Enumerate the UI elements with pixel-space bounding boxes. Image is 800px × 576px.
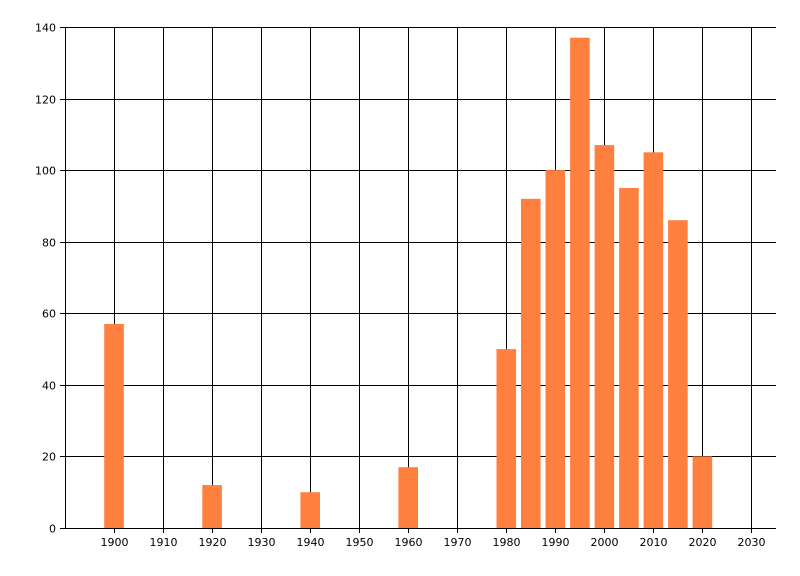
bar: [521, 198, 541, 529]
bar: [202, 485, 222, 528]
x-tick-label: 1940: [297, 536, 325, 549]
axes: [65, 27, 776, 529]
bar: [692, 456, 713, 528]
bar: [104, 324, 124, 528]
y-tick-label: 20: [42, 451, 56, 464]
bars: [104, 37, 713, 529]
bar: [643, 152, 664, 529]
y-tick-label: 0: [49, 523, 56, 536]
x-tick-label: 1920: [199, 536, 227, 549]
bar: [398, 467, 418, 528]
x-tick-label: 1950: [346, 536, 374, 549]
x-tick-label: 2030: [738, 536, 766, 549]
bar: [545, 170, 566, 528]
y-tick-label: 100: [35, 165, 56, 178]
x-tick-label: 1980: [493, 536, 521, 549]
x-tick-label: 1900: [101, 536, 129, 549]
y-tick-label: 60: [42, 308, 56, 321]
x-tick-label: 2010: [640, 536, 668, 549]
x-tick-label: 2020: [689, 536, 717, 549]
bar: [300, 492, 320, 528]
y-tick-label: 80: [42, 237, 56, 250]
y-tick-label: 40: [42, 380, 56, 393]
x-tick-label: 1910: [150, 536, 178, 549]
bar: [594, 145, 615, 528]
x-tick-label: 1960: [395, 536, 423, 549]
x-tick-label: 2000: [591, 536, 619, 549]
x-tick-label: 1930: [248, 536, 276, 549]
tick-labels: 0 20 40 60 80 100 120 140 1900 1910 1920 1930 1940 19…: [35, 22, 766, 550]
y-tick-label: 140: [35, 22, 56, 35]
x-tick-label: 1990: [542, 536, 570, 549]
bar: [619, 188, 639, 528]
x-tick-label: 1970: [444, 536, 472, 549]
bar: [496, 349, 517, 528]
bar: [570, 37, 590, 528]
bar: [668, 220, 688, 528]
y-tick-label: 120: [35, 94, 56, 107]
